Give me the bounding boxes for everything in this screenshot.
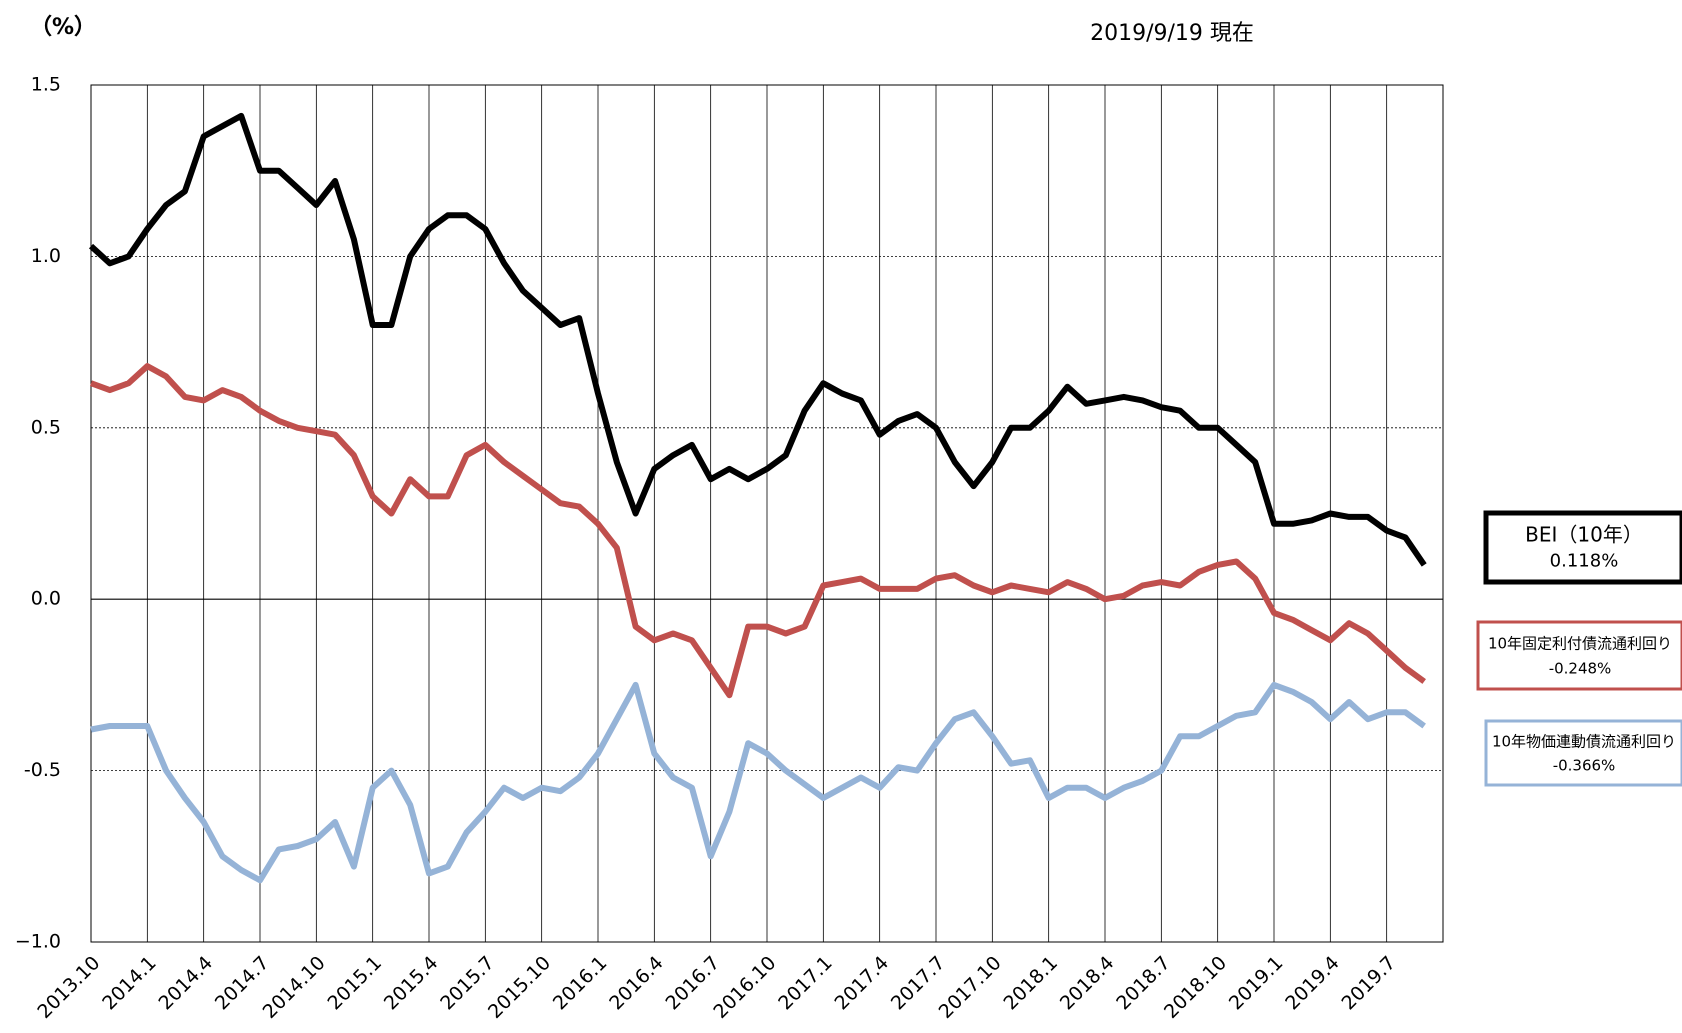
series-line xyxy=(88,112,1427,567)
legend-name: 10年物価連動債流通利回り xyxy=(1492,733,1676,751)
y-tick-label: 0.0 xyxy=(31,588,61,610)
y-tick-label: −1.0 xyxy=(15,931,61,953)
x-tick-label: 2019.1 xyxy=(1225,952,1288,1015)
series-line xyxy=(90,681,1426,884)
unit-label: （%） xyxy=(30,15,96,40)
x-tick-label: 2018.4 xyxy=(1056,952,1119,1015)
date-note: 2019/9/19 現在 xyxy=(1090,21,1254,46)
x-tick-label: 2013.10 xyxy=(33,952,104,1023)
x-tick-label: 2016.10 xyxy=(709,952,780,1023)
x-tick-label: 2014.4 xyxy=(155,952,218,1015)
x-tick-label: 2018.10 xyxy=(1160,952,1231,1023)
legend-box xyxy=(1484,719,1682,787)
x-tick-label: 2017.10 xyxy=(935,952,1006,1023)
series-line xyxy=(89,363,1426,699)
y-tick-label: 1.5 xyxy=(31,74,61,96)
x-tick-label: 2016.4 xyxy=(605,952,668,1015)
y-tick-label: 1.0 xyxy=(31,245,61,267)
legend-box xyxy=(1483,510,1682,585)
x-tick-label: 2017.4 xyxy=(831,952,894,1015)
x-tick-label: 2018.1 xyxy=(1000,952,1063,1015)
x-tick-label: 2015.1 xyxy=(324,952,387,1015)
y-tick-label: -0.5 xyxy=(24,759,61,781)
legend-name: BEI（10年） xyxy=(1525,522,1643,546)
legend-name: 10年固定利付債流通利回り xyxy=(1488,635,1672,653)
legend-value: -0.366% xyxy=(1553,756,1616,774)
y-tick-label: 0.5 xyxy=(31,416,61,438)
x-tick-label: 2015.4 xyxy=(380,952,443,1015)
x-tick-label: 2014.1 xyxy=(98,952,161,1015)
x-tick-label: 2016.1 xyxy=(549,952,612,1015)
x-tick-label: 2017.1 xyxy=(774,952,837,1015)
x-tick-label: 2015.10 xyxy=(484,952,555,1023)
plot-border xyxy=(90,84,1444,943)
legend-value: -0.248% xyxy=(1549,659,1612,677)
legend-box xyxy=(1476,620,1682,691)
x-tick-label: 2014.10 xyxy=(259,952,330,1023)
legend-value: 0.118% xyxy=(1550,550,1619,571)
x-tick-label: 2019.7 xyxy=(1338,952,1401,1015)
x-tick-label: 2019.4 xyxy=(1281,952,1344,1015)
